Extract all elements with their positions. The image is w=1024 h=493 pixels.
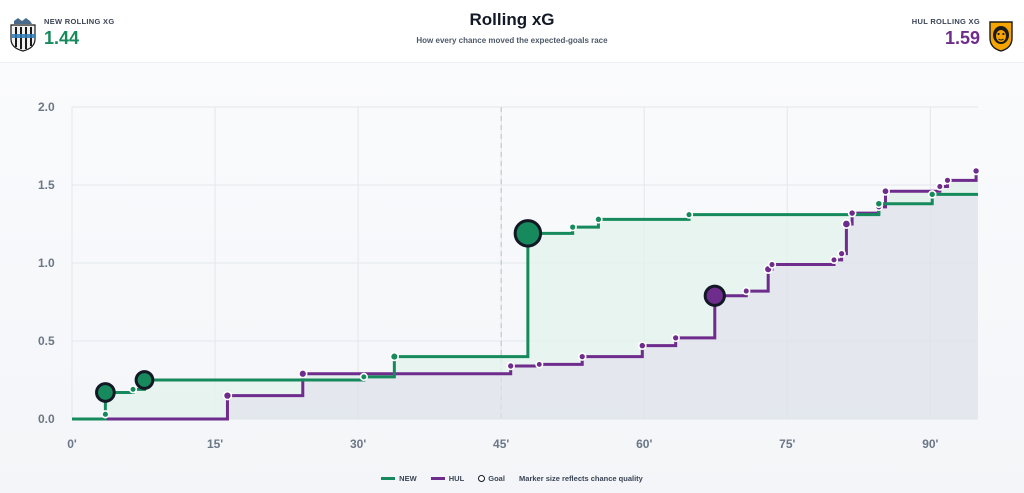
- away-shot-marker: [971, 166, 981, 176]
- chart-subtitle: How every chance moved the expected-goal…: [416, 36, 608, 45]
- chart-title: Rolling xG: [469, 10, 555, 29]
- away-shot-marker: [943, 176, 952, 185]
- away-shot-marker: [880, 186, 890, 196]
- area-fills: [72, 170, 978, 419]
- goal-ring-icon: [478, 475, 486, 483]
- home-shot-marker: [874, 199, 884, 209]
- away-shot-marker: [742, 286, 751, 296]
- legend-swatch-home: [381, 477, 396, 481]
- x-tick-label: 75': [779, 437, 795, 451]
- hull-crest-icon: [989, 21, 1013, 52]
- legend-swatch-away: [430, 477, 445, 481]
- x-tick-label: 15': [207, 437, 223, 451]
- y-tick-label: 1.0: [38, 256, 55, 270]
- x-tick-label: 0': [67, 437, 77, 451]
- away-shot-marker: [637, 341, 647, 351]
- legend-label-goal: Goal: [488, 473, 505, 483]
- y-tick-label: 1.5: [38, 178, 55, 192]
- legend-label-home: NEW: [399, 473, 417, 483]
- home-shot-marker: [101, 410, 110, 419]
- away-shot-marker: [841, 219, 852, 229]
- xg-difference-band: [72, 170, 978, 419]
- y-tick-label: 2.0: [38, 100, 55, 114]
- home-rolling-xg-label: NEW ROLLING XG: [44, 17, 115, 26]
- x-tick-label: 60': [636, 437, 652, 451]
- x-tick-label: 30': [350, 437, 366, 451]
- away-rolling-xg-label: HUL ROLLING XG: [911, 17, 980, 26]
- axis-labels: 0.0 0.5 1.0 1.5 2.0 0' 15' 30' 45' 60' 75' 90': [38, 100, 939, 451]
- chart-heading: Rolling xG How every chance moved the ex…: [312, 10, 712, 45]
- away-shot-marker: [298, 369, 308, 379]
- away-shot-marker: [535, 360, 544, 369]
- away-shot-marker: [767, 260, 777, 269]
- home-shot-marker: [389, 351, 399, 362]
- home-rolling-xg-value: 1.44: [44, 28, 80, 48]
- home-goal-marker: [513, 219, 543, 248]
- scoreboard-header: NEW ROLLING XG 1.44 Rolling xG How every…: [0, 0, 1024, 63]
- legend-item-goal: Goal: [478, 474, 505, 483]
- away-area: [72, 170, 978, 419]
- away-shot-marker: [506, 361, 515, 371]
- y-tick-label: 0.5: [38, 334, 55, 348]
- away-rolling-xg-value: 1.59: [944, 28, 980, 48]
- away-shot-marker: [577, 352, 587, 361]
- home-goal-marker: [95, 382, 116, 403]
- x-tick-label: 45': [493, 437, 509, 451]
- legend-item-away: HUL: [430, 473, 465, 483]
- home-shot-marker: [568, 222, 577, 232]
- away-shot-marker: [222, 390, 233, 401]
- event-markers: [95, 166, 981, 419]
- away-shot-marker: [837, 249, 846, 258]
- newcastle-crest-icon: [10, 18, 36, 52]
- legend-note: Marker size reflects chance quality: [519, 473, 643, 483]
- rolling-xg-chart: 0.0 0.5 1.0 1.5 2.0 0' 15' 30' 45' 60' 75' 90': [38, 100, 981, 451]
- home-shot-marker: [594, 215, 603, 224]
- home-shot-marker: [359, 372, 368, 381]
- legend-label-away: HUL: [448, 473, 465, 483]
- away-shot-marker: [935, 182, 945, 191]
- legend-item-home: NEW: [381, 474, 417, 483]
- x-tick-label: 90': [922, 437, 938, 451]
- chart-legend: NEW HUL Goal Marker size reflects chance…: [0, 473, 1024, 483]
- home-shot-marker: [927, 190, 937, 199]
- home-shot-marker: [684, 210, 694, 219]
- away-shot-marker: [829, 255, 839, 265]
- y-tick-label: 0.0: [38, 412, 55, 426]
- away-shot-marker: [847, 208, 857, 218]
- home-goal-marker: [134, 370, 155, 390]
- away-shot-marker: [671, 333, 680, 343]
- home-shot-marker: [128, 385, 138, 394]
- away-goal-marker: [703, 284, 726, 307]
